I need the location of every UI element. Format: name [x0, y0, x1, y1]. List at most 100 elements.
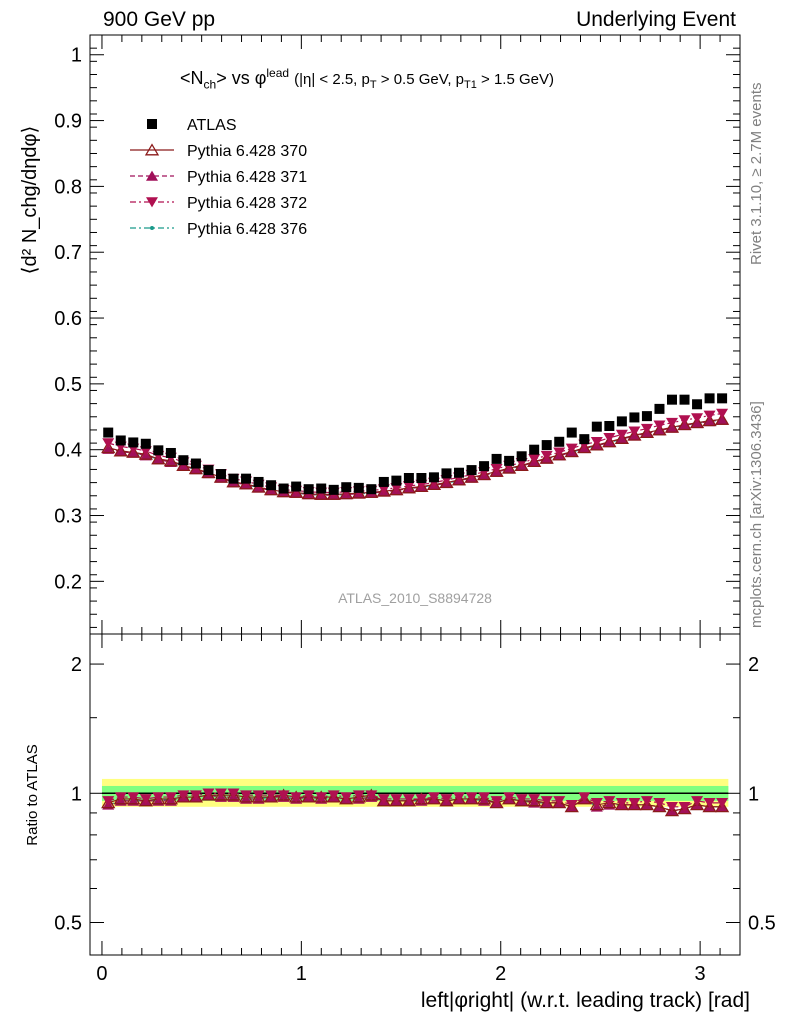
atlas-point — [278, 483, 289, 494]
marker-pythia-6.428-372 — [628, 426, 641, 437]
atlas-point — [391, 475, 402, 486]
mc-line-4 — [108, 419, 723, 496]
marker-pythia-6.428-371 — [703, 415, 716, 427]
title-part: (|η| < 2.5, p — [294, 71, 370, 88]
title-cuts: (|η| < 2.5, pT > 0.5 GeV, pT1 > 1.5 GeV) — [294, 71, 554, 91]
marker-pythia-6.428-372 — [565, 443, 578, 454]
ratio-marker — [565, 800, 578, 811]
ratio-marker — [540, 796, 553, 807]
atlas-point — [253, 476, 264, 487]
ratio-marker — [451, 792, 467, 805]
atlas-point — [641, 411, 652, 422]
ratio-marker — [615, 798, 628, 809]
atlas-point — [153, 445, 164, 456]
ratio-marker — [213, 788, 229, 801]
marker-pythia-6.428-370 — [552, 448, 567, 461]
legend-label: Pythia 6.428 370 — [187, 143, 307, 160]
ratio-marker — [251, 790, 266, 803]
ratio-y-tick-label: 0.5 — [54, 912, 82, 934]
ratio-marker — [589, 798, 604, 811]
ratio-marker — [702, 800, 717, 813]
ratio-marker — [113, 792, 128, 805]
legend-label: Pythia 6.428 376 — [187, 221, 307, 238]
y-tick-label: 0.5 — [54, 374, 82, 396]
plot-title: <Nch> vs φlead (|η| < 2.5, pT > 0.5 GeV,… — [180, 66, 554, 92]
ratio-marker — [126, 792, 141, 805]
marker-pythia-6.428-370 — [314, 487, 329, 500]
marker-pythia-6.428-371 — [102, 443, 115, 454]
marker-pythia-6.428-370 — [163, 454, 179, 467]
marker-pythia-6.428-370 — [627, 428, 642, 441]
marker-pythia-6.428-370 — [289, 485, 304, 498]
atlas-point — [128, 437, 139, 448]
ratio-marker — [528, 794, 541, 805]
title-part: > 1.5 GeV) — [476, 71, 554, 88]
marker-pythia-6.428-372 — [678, 415, 691, 426]
legend-marker — [146, 170, 158, 181]
marker-pythia-6.428-370 — [501, 461, 517, 474]
y-tick-label: 0.3 — [54, 506, 82, 528]
ratio-marker — [677, 802, 692, 815]
marker-pythia-6.428-370 — [138, 447, 153, 460]
ratio-marker — [653, 798, 666, 809]
atlas-point — [103, 427, 114, 438]
ratio-marker — [339, 792, 354, 805]
ratio-marker — [390, 794, 403, 805]
marker-pythia-6.428-370 — [652, 423, 667, 436]
legend-label: Pythia 6.428 372 — [187, 195, 307, 212]
ratio-y-tick-label: 2 — [71, 654, 82, 676]
ratio-marker — [377, 794, 390, 805]
ratio-marker — [515, 794, 528, 805]
ratio-marker — [214, 788, 227, 799]
legend-marker — [146, 197, 158, 208]
side-rivet: Rivet 3.1.10, ≥ 2.7M events — [748, 83, 765, 266]
ratio-marker — [101, 796, 116, 809]
ratio-marker — [578, 792, 591, 803]
header-right: Underlying Event — [576, 8, 736, 31]
ratio-marker — [590, 798, 603, 809]
marker-pythia-6.428-372 — [703, 410, 716, 421]
atlas-point — [190, 458, 201, 469]
side-mcplots: mcplots.cern.ch [arXiv:1306.3436] — [748, 401, 765, 628]
ratio-marker — [427, 792, 440, 803]
ratio-marker — [238, 790, 254, 803]
marker-pythia-6.428-370 — [702, 414, 717, 427]
marker-pythia-6.428-372 — [540, 450, 553, 462]
ratio-marker — [664, 804, 680, 817]
ratio-marker — [602, 796, 617, 809]
atlas-point — [140, 438, 151, 449]
marker-pythia-6.428-370 — [113, 444, 128, 457]
title-part: > vs φ — [216, 68, 267, 88]
marker-pythia-6.428-370 — [151, 452, 166, 465]
ratio-marker — [639, 798, 655, 811]
marker-pythia-6.428-370 — [564, 444, 579, 458]
ratio-marker — [164, 792, 177, 803]
ratio-marker — [489, 796, 504, 809]
atlas-point — [178, 455, 189, 466]
ratio-marker — [665, 802, 678, 813]
ratio-marker — [127, 792, 140, 803]
legend-marker — [147, 119, 157, 129]
atlas-point — [504, 455, 515, 466]
atlas-point — [666, 394, 677, 405]
ratio-marker — [564, 800, 579, 813]
ratio-marker — [501, 792, 517, 805]
ratio-y-tick-label-right: 0.5 — [748, 912, 776, 934]
ratio-marker — [478, 792, 491, 803]
atlas-point — [316, 483, 327, 494]
atlas-point — [215, 469, 226, 480]
marker-pythia-6.428-372 — [640, 423, 653, 435]
ratio-marker — [227, 788, 240, 799]
marker-pythia-6.428-370 — [401, 481, 417, 494]
title-sup: lead — [266, 66, 290, 80]
marker-pythia-6.428-372 — [603, 433, 616, 444]
ratio-marker — [389, 794, 404, 807]
ratio-marker — [539, 796, 554, 809]
ratio-marker — [188, 790, 204, 803]
ratio-marker — [301, 790, 316, 803]
ratio-marker — [514, 794, 529, 807]
atlas-point — [629, 412, 640, 423]
ratio-marker — [464, 792, 479, 805]
ratio-marker — [290, 792, 303, 803]
atlas-point — [115, 435, 126, 446]
